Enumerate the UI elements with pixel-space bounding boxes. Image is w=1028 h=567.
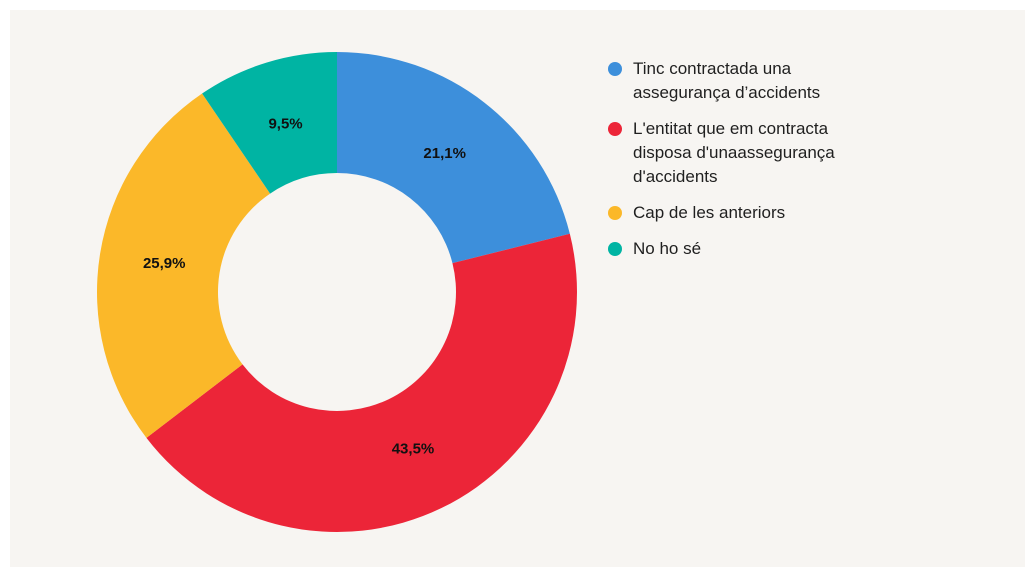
legend-item-3[interactable]: Cap de les anteriors [608,201,908,225]
chart-canvas: 21,1% 43,5% 25,9% 9,5% Tinc contractada una… [10,10,1025,567]
legend-label: Tinc contractada una assegurança d’accid… [633,59,821,102]
legend-label: No ho sé [633,239,702,258]
donut-slice-1[interactable] [337,52,570,264]
chart-legend: Tinc contractada una assegurança d’accid… [608,57,908,273]
legend-item-2[interactable]: L'entitat que em contracta disposa d'una… [608,117,908,189]
legend-swatch-icon [608,206,622,220]
legend-swatch-icon [608,62,622,76]
legend-label: L'entitat que em contracta disposa d'una… [633,119,835,186]
legend-swatch-icon [608,242,622,256]
slice-data-label-3: 25,9% [143,255,186,272]
legend-label: Cap de les anteriors [633,203,786,222]
slice-data-label-1: 21,1% [423,145,466,162]
slice-data-label-2: 43,5% [392,441,435,458]
donut-slices [96,52,578,533]
legend-swatch-icon [608,122,622,136]
donut-chart: 21,1% 43,5% 25,9% 9,5% [96,52,578,533]
donut-slice-3[interactable] [96,93,271,438]
donut-data-labels: 21,1% 43,5% 25,9% 9,5% [143,116,466,458]
legend-item-1[interactable]: Tinc contractada una assegurança d’accid… [608,57,908,105]
donut-slice-2[interactable] [146,233,578,533]
slice-data-label-4: 9,5% [268,116,302,133]
donut-slice-4[interactable] [202,52,337,194]
legend-item-4[interactable]: No ho sé [608,237,908,261]
